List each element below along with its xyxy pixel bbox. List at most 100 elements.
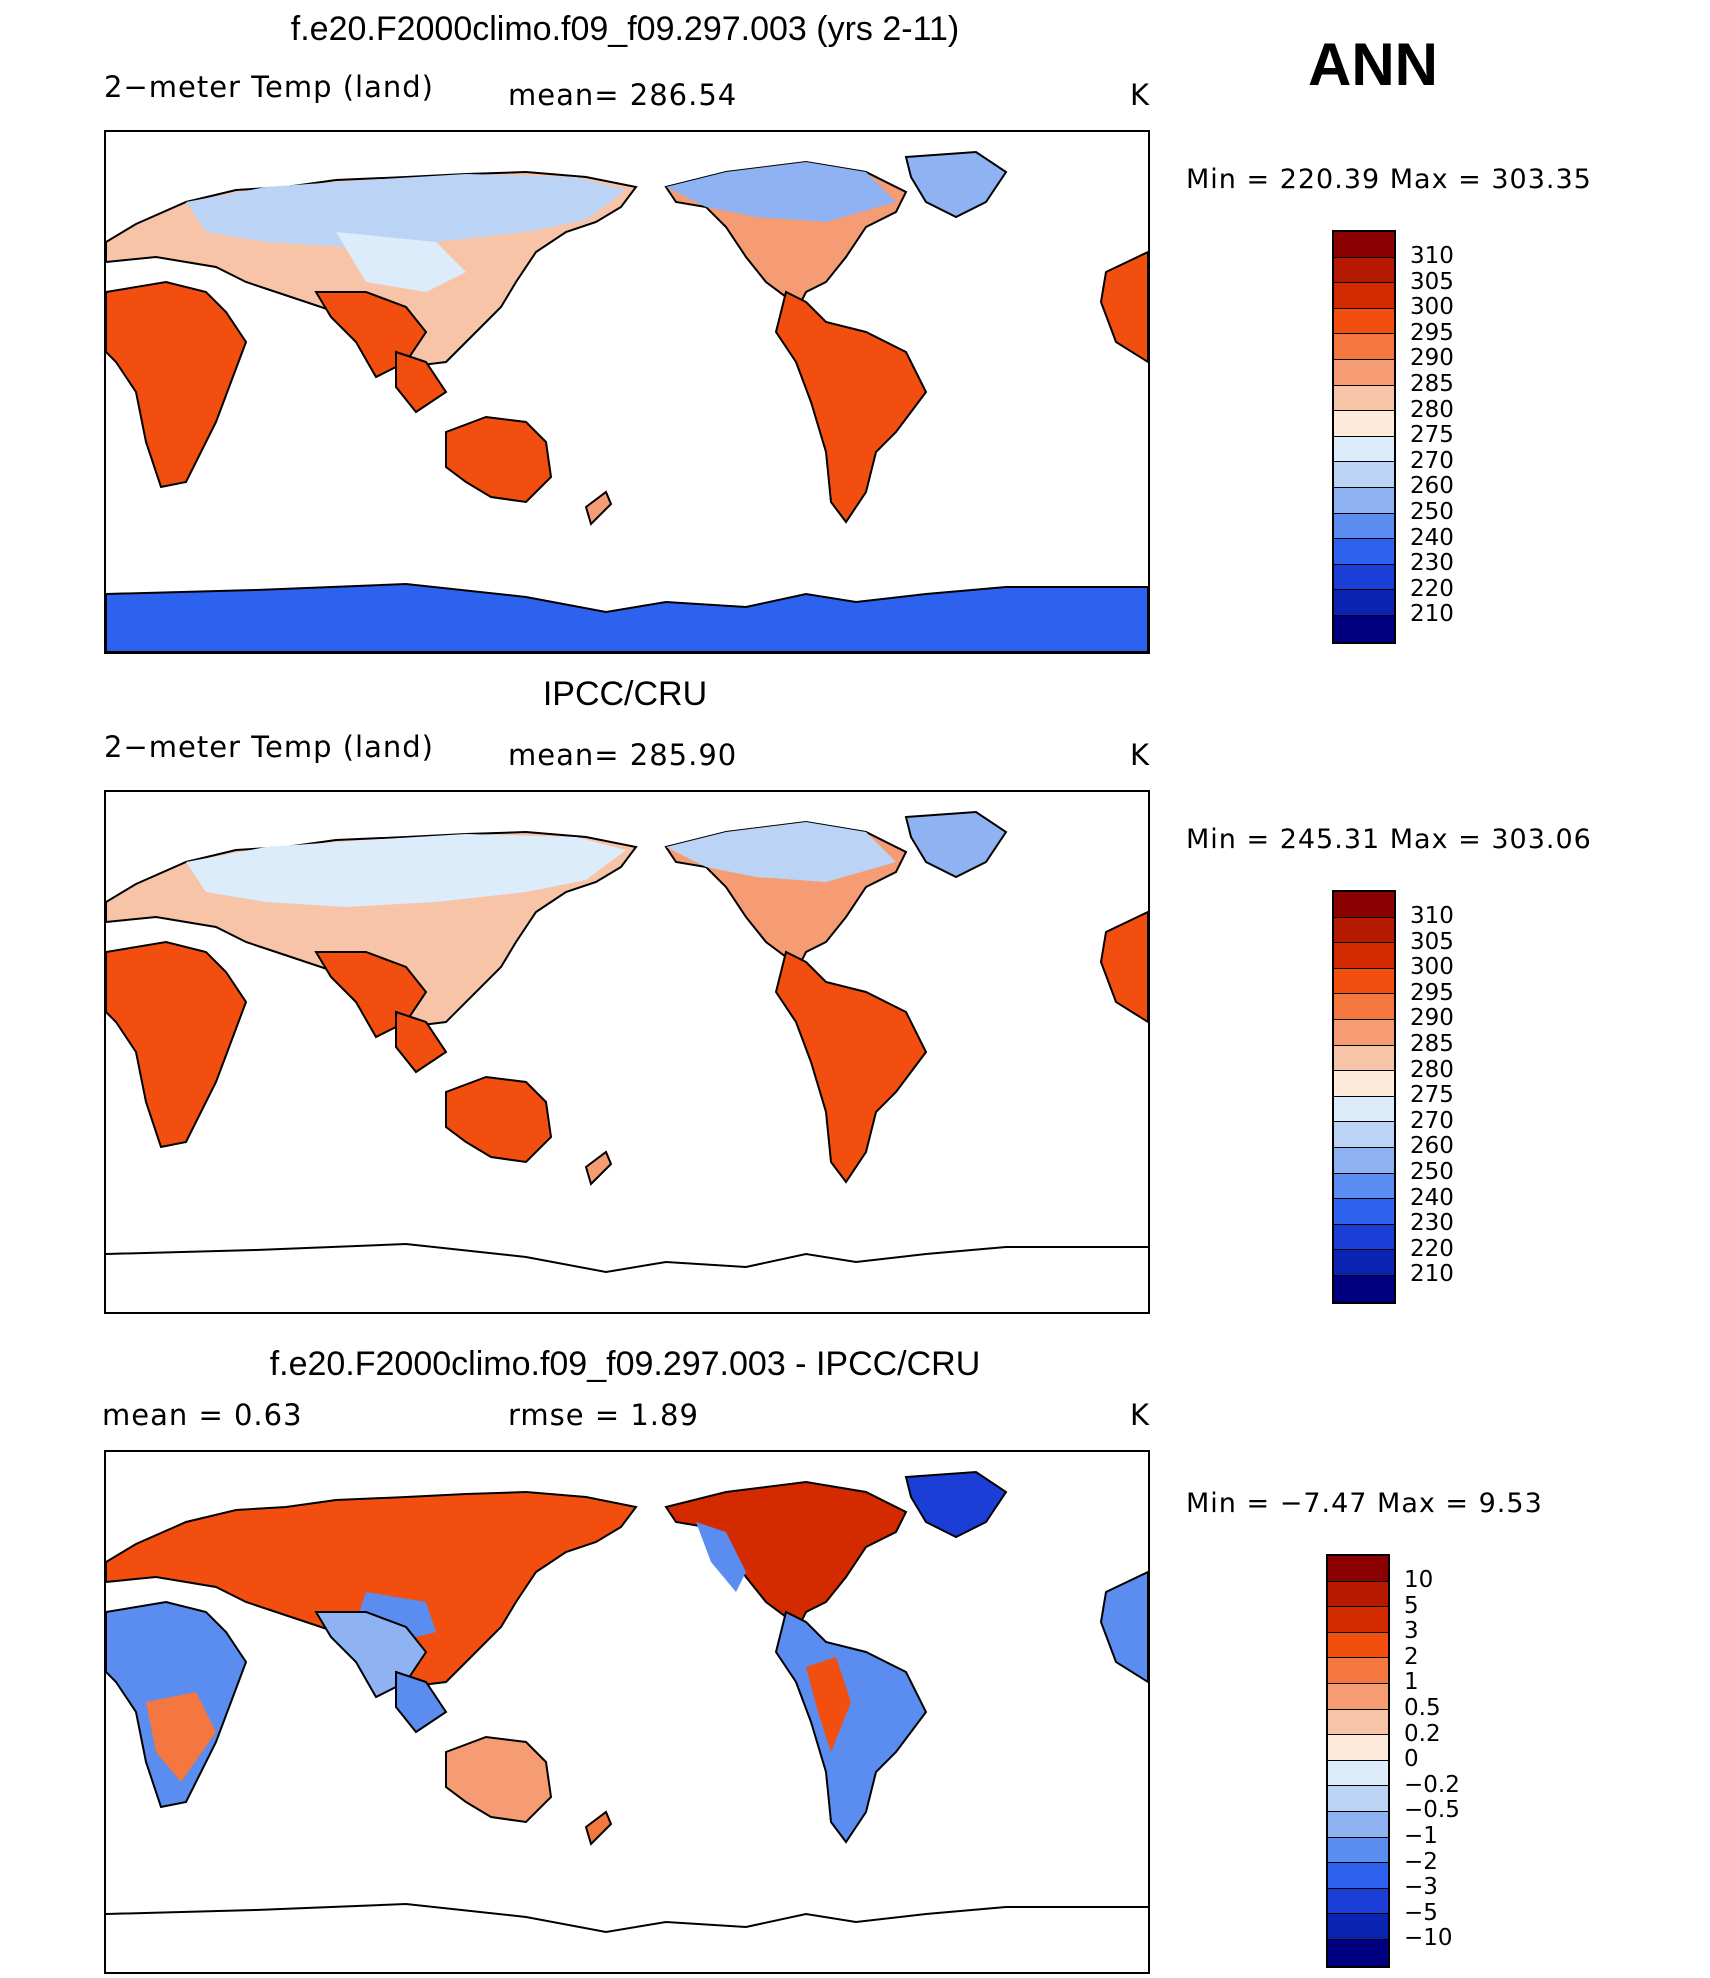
diff-level-label: −10 — [1404, 1925, 1453, 1952]
abs-level-label: 250 — [1410, 1158, 1454, 1185]
abs-level-label: 250 — [1410, 498, 1454, 525]
abs-level-label: 305 — [1410, 928, 1454, 955]
diff-level-label: 10 — [1404, 1567, 1434, 1593]
abs-level-label: 285 — [1410, 1030, 1454, 1057]
abs-swatch — [1334, 968, 1394, 995]
panel2-minmax: Min = 245.31 Max = 303.06 — [1186, 824, 1592, 855]
abs-swatch — [1334, 308, 1394, 335]
panel3-map — [104, 1450, 1150, 1974]
abs-level-label: 290 — [1410, 1005, 1454, 1032]
abs-swatch — [1334, 436, 1394, 463]
diff-level-label: 0.2 — [1404, 1720, 1441, 1747]
abs-swatch — [1334, 615, 1394, 642]
abs-level-label: 300 — [1410, 294, 1454, 321]
abs-level-label: 295 — [1410, 979, 1454, 1006]
season-label: ANN — [1308, 31, 1438, 98]
abs-swatch — [1334, 917, 1394, 944]
abs-level-label: 220 — [1410, 1235, 1454, 1262]
abs-level-label: 305 — [1410, 268, 1454, 295]
diff-swatch — [1328, 1863, 1388, 1889]
world-map-icon — [106, 810, 1148, 1274]
diff-level-label: 0 — [1404, 1746, 1419, 1773]
panel3-mean: mean = 0.63 — [102, 1398, 303, 1432]
abs-swatch — [1334, 513, 1394, 540]
abs-level-label: 260 — [1410, 1133, 1454, 1160]
diff-level-label: −0.2 — [1404, 1771, 1460, 1798]
abs-swatch — [1334, 590, 1394, 616]
diff-swatch — [1328, 1735, 1388, 1761]
diff-level-label: 5 — [1404, 1592, 1419, 1619]
abs-level-label: 240 — [1410, 1184, 1454, 1211]
abs-swatch — [1334, 1275, 1394, 1302]
abs-level-label: 295 — [1410, 319, 1454, 346]
diff-level-label: 0.5 — [1404, 1694, 1441, 1721]
panel3-units: K — [1130, 1398, 1151, 1432]
diff-swatch — [1328, 1786, 1388, 1812]
panel2-colorbar — [1332, 890, 1396, 1304]
abs-swatch — [1334, 385, 1394, 412]
abs-swatch — [1334, 1199, 1394, 1225]
abs-swatch — [1334, 487, 1394, 514]
panel3-colorbar-labels: 10 5 3 2 1 0.5 0.2 0 −0.2 −0.5 −1 −2 −3 −5 −10 — [1404, 1567, 1460, 1952]
diff-swatch — [1328, 1888, 1388, 1915]
abs-swatch — [1334, 1250, 1394, 1276]
diff-swatch — [1328, 1914, 1388, 1940]
diff-level-label: −2 — [1404, 1848, 1438, 1875]
panel1-minmax: Min = 220.39 Max = 303.35 — [1186, 164, 1592, 195]
abs-level-label: 210 — [1410, 1261, 1454, 1288]
abs-level-label: 310 — [1410, 903, 1454, 929]
abs-swatch — [1334, 1045, 1394, 1072]
abs-swatch — [1334, 283, 1394, 309]
panel1-mean: mean= 286.54 — [508, 78, 738, 112]
abs-swatch — [1334, 892, 1394, 918]
abs-swatch — [1334, 994, 1394, 1020]
panel1-left-label: 2−meter Temp (land) — [104, 70, 434, 104]
panel1-title: f.e20.F2000climo.f09_f09.297.003 (yrs 2-… — [290, 10, 960, 48]
diff-level-label: −1 — [1404, 1822, 1438, 1849]
panel1-map — [104, 130, 1150, 654]
diff-level-label: 1 — [1404, 1669, 1419, 1696]
abs-swatch — [1334, 539, 1394, 565]
panel3-rmse: rmse = 1.89 — [508, 1398, 699, 1432]
abs-swatch — [1334, 1071, 1394, 1097]
abs-swatch — [1334, 1122, 1394, 1148]
panel1-units: K — [1130, 78, 1151, 112]
diff-swatch — [1328, 1760, 1388, 1787]
diff-level-label: −0.5 — [1404, 1797, 1460, 1824]
panel2-colorbar-labels: 310 305 300 295 290 285 280 275 270 260 250 240 230 2… — [1410, 903, 1454, 1288]
panel3-minmax: Min = −7.47 Max = 9.53 — [1186, 1488, 1543, 1519]
diff-swatch — [1328, 1939, 1388, 1966]
abs-level-label: 270 — [1410, 447, 1454, 474]
abs-swatch — [1334, 232, 1394, 258]
panel3-colorbar — [1326, 1554, 1390, 1968]
panel1-colorbar — [1332, 230, 1396, 644]
diff-swatch — [1328, 1811, 1388, 1838]
abs-level-label: 260 — [1410, 473, 1454, 500]
abs-swatch — [1334, 1096, 1394, 1123]
panel1-colorbar-labels: 310 305 300 295 290 285 280 275 270 260 250 240 230 2… — [1410, 243, 1454, 628]
abs-swatch — [1334, 462, 1394, 488]
abs-level-label: 275 — [1410, 1082, 1454, 1109]
abs-level-label: 220 — [1410, 575, 1454, 602]
abs-level-label: 290 — [1410, 345, 1454, 372]
diff-swatch — [1328, 1607, 1388, 1633]
abs-level-label: 285 — [1410, 370, 1454, 397]
abs-swatch — [1334, 1147, 1394, 1174]
abs-swatch — [1334, 1019, 1394, 1046]
diff-swatch — [1328, 1556, 1388, 1582]
diff-swatch — [1328, 1683, 1388, 1710]
diff-swatch — [1328, 1658, 1388, 1684]
diff-swatch — [1328, 1581, 1388, 1608]
world-map-icon — [106, 1470, 1148, 1934]
abs-swatch — [1334, 359, 1394, 386]
abs-level-label: 230 — [1410, 1210, 1454, 1237]
diff-swatch — [1328, 1709, 1388, 1736]
abs-level-label: 300 — [1410, 954, 1454, 981]
panel2-title: IPCC/CRU — [542, 675, 708, 713]
abs-swatch — [1334, 411, 1394, 437]
abs-level-label: 230 — [1410, 550, 1454, 577]
diff-swatch — [1328, 1837, 1388, 1864]
diff-level-label: −3 — [1404, 1874, 1438, 1901]
abs-level-label: 275 — [1410, 422, 1454, 449]
abs-swatch — [1334, 943, 1394, 969]
